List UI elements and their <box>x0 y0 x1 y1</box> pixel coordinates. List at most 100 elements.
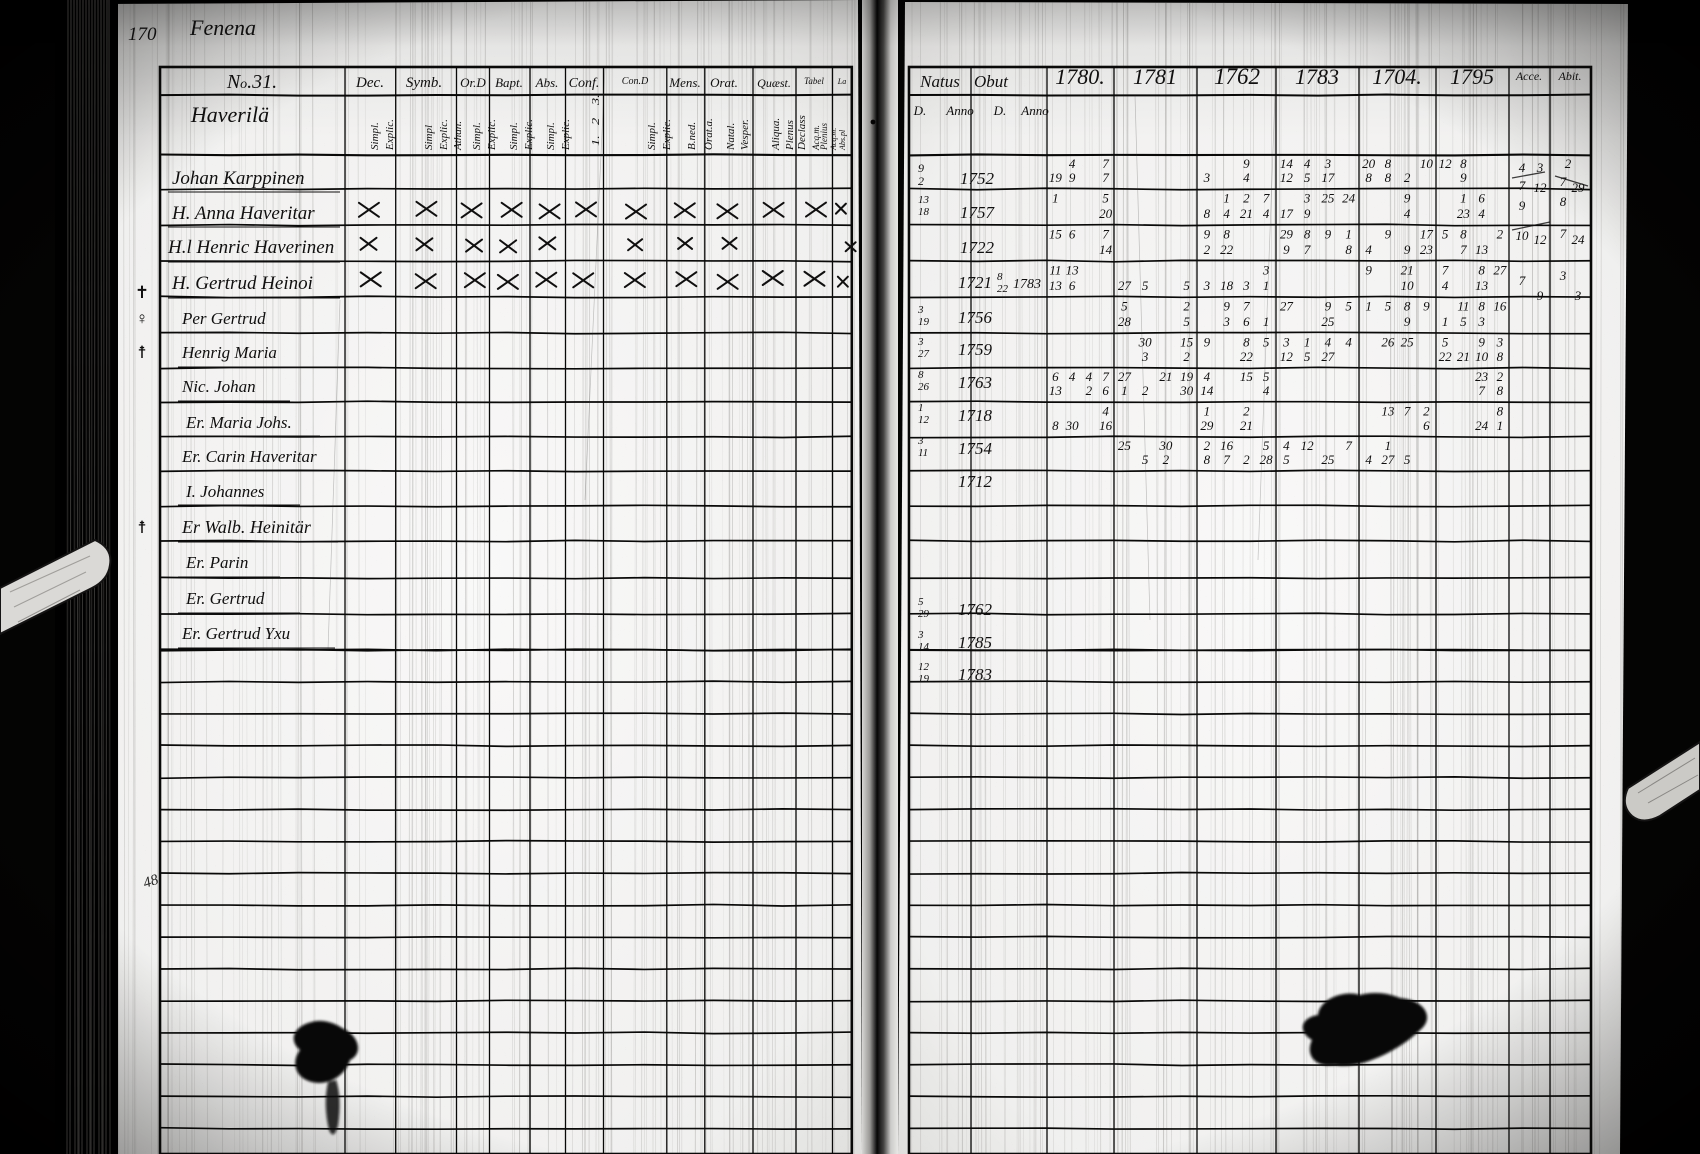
svg-text:27: 27 <box>1280 299 1294 314</box>
svg-text:Er. Parin: Er. Parin <box>185 553 248 572</box>
svg-text:15: 15 <box>1180 334 1194 349</box>
svg-text:22: 22 <box>1439 349 1453 364</box>
svg-text:Nic. Johan: Nic. Johan <box>181 377 256 396</box>
svg-text:1783: 1783 <box>958 665 992 684</box>
svg-text:2: 2 <box>1404 170 1411 185</box>
svg-text:2: 2 <box>1163 452 1170 467</box>
svg-text:5: 5 <box>1304 170 1311 185</box>
svg-text:6: 6 <box>1052 369 1059 384</box>
svg-text:17: 17 <box>1321 170 1335 185</box>
svg-text:28: 28 <box>1118 314 1132 329</box>
svg-text:8: 8 <box>997 271 1003 283</box>
svg-text:10: 10 <box>1420 156 1434 171</box>
svg-text:12: 12 <box>918 414 930 426</box>
svg-text:9: 9 <box>1537 288 1544 303</box>
svg-text:16: 16 <box>1099 418 1113 433</box>
svg-text:1781: 1781 <box>1133 64 1177 89</box>
svg-text:18: 18 <box>1220 278 1234 293</box>
svg-text:17: 17 <box>1420 227 1434 242</box>
svg-text:1: 1 <box>1204 403 1211 418</box>
svg-text:4: 4 <box>1325 334 1332 349</box>
svg-text:22: 22 <box>1240 349 1254 364</box>
svg-text:15: 15 <box>1049 227 1063 242</box>
svg-text:H.l Henric Haverinen: H.l Henric Haverinen <box>167 237 334 258</box>
svg-text:13: 13 <box>1475 278 1489 293</box>
svg-text:11: 11 <box>1457 299 1469 314</box>
svg-text:7: 7 <box>1345 438 1352 453</box>
svg-text:1783: 1783 <box>1013 277 1041 292</box>
svg-text:1: 1 <box>1263 278 1270 293</box>
svg-text:2: 2 <box>1204 438 1211 453</box>
svg-text:1783: 1783 <box>1295 64 1339 89</box>
svg-text:1762: 1762 <box>1214 64 1260 89</box>
svg-text:Simpl.: Simpl. <box>508 122 520 150</box>
svg-text:20: 20 <box>1362 156 1376 171</box>
svg-text:27: 27 <box>1118 278 1132 293</box>
svg-text:7: 7 <box>1442 263 1449 278</box>
svg-text:7: 7 <box>1560 174 1567 189</box>
svg-text:Athan.: Athan. <box>452 121 464 151</box>
svg-text:21: 21 <box>1401 263 1414 278</box>
svg-text:10: 10 <box>1401 278 1415 293</box>
svg-text:18: 18 <box>918 206 930 218</box>
svg-text:14: 14 <box>1280 156 1294 171</box>
svg-text:7: 7 <box>1102 227 1109 242</box>
svg-text:Acce.: Acce. <box>1515 69 1542 83</box>
svg-text:7: 7 <box>1519 178 1526 193</box>
svg-text:9: 9 <box>918 161 924 175</box>
svg-text:22: 22 <box>1220 242 1234 257</box>
svg-text:2: 2 <box>590 117 602 125</box>
svg-text:Explic.: Explic. <box>486 119 498 151</box>
svg-text:1: 1 <box>1385 438 1392 453</box>
svg-text:9: 9 <box>1325 299 1332 314</box>
svg-text:1: 1 <box>1442 314 1449 329</box>
svg-text:15: 15 <box>1240 369 1254 384</box>
svg-text:23: 23 <box>1420 242 1434 257</box>
svg-text:2: 2 <box>1423 403 1430 418</box>
svg-text:4: 4 <box>1243 170 1250 185</box>
svg-text:3: 3 <box>1324 156 1332 171</box>
svg-text:10: 10 <box>1516 228 1530 243</box>
svg-text:Vesper.: Vesper. <box>739 119 751 150</box>
svg-text:10: 10 <box>1475 349 1489 364</box>
svg-text:3: 3 <box>1496 334 1504 349</box>
svg-text:Haverilä: Haverilä <box>190 102 269 127</box>
svg-text:1795: 1795 <box>1450 64 1494 89</box>
svg-text:19: 19 <box>918 316 930 328</box>
svg-text:Symb.: Symb. <box>406 75 442 91</box>
svg-text:8: 8 <box>1243 334 1250 349</box>
svg-text:2: 2 <box>1142 383 1149 398</box>
svg-text:5: 5 <box>1385 299 1392 314</box>
svg-text:B.ned.: B.ned. <box>686 122 698 150</box>
svg-text:Dec.: Dec. <box>355 75 384 91</box>
svg-text:3: 3 <box>1559 268 1567 283</box>
svg-text:Quæst.: Quæst. <box>757 76 791 90</box>
svg-text:6: 6 <box>1069 278 1076 293</box>
svg-text:3: 3 <box>1141 349 1149 364</box>
svg-text:2: 2 <box>1497 227 1504 242</box>
svg-text:8: 8 <box>1560 194 1567 209</box>
svg-text:2: 2 <box>1243 403 1250 418</box>
svg-text:21: 21 <box>1240 206 1253 221</box>
svg-text:29: 29 <box>1280 227 1294 242</box>
svg-text:8: 8 <box>1460 227 1467 242</box>
svg-text:♀: ♀ <box>136 309 149 328</box>
svg-text:8: 8 <box>1223 227 1230 242</box>
svg-text:2: 2 <box>1497 369 1504 384</box>
svg-text:9: 9 <box>1365 263 1372 278</box>
svg-text:Fenena: Fenena <box>189 15 256 40</box>
svg-text:Mens.: Mens. <box>668 75 700 90</box>
svg-text:1780.: 1780. <box>1055 64 1105 89</box>
svg-text:Anno: Anno <box>1020 103 1049 118</box>
svg-text:24: 24 <box>1475 418 1489 433</box>
svg-text:4: 4 <box>1263 206 1270 221</box>
svg-text:7: 7 <box>1263 191 1270 206</box>
svg-text:Johan Karppinen: Johan Karppinen <box>172 168 304 189</box>
svg-text:29: 29 <box>1200 418 1214 433</box>
svg-text:1762: 1762 <box>958 600 993 619</box>
svg-text:13: 13 <box>1049 278 1063 293</box>
svg-text:Abs.pl: Abs.pl <box>838 129 847 151</box>
svg-text:8: 8 <box>1404 299 1411 314</box>
svg-text:16: 16 <box>1220 438 1234 453</box>
svg-text:1: 1 <box>918 402 924 414</box>
